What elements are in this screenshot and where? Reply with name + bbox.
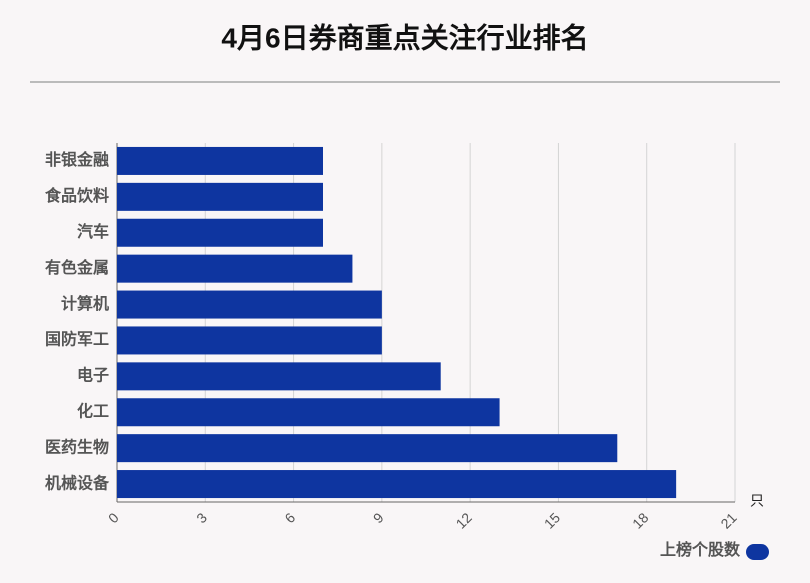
y-tick-label: 医药生物	[45, 437, 109, 456]
y-tick-label: 化工	[77, 401, 109, 420]
y-tick-label: 有色金属	[45, 258, 109, 277]
bar	[117, 326, 382, 355]
y-tick-label: 食品饮料	[44, 186, 109, 205]
bar	[117, 434, 618, 463]
y-tick-label: 计算机	[61, 294, 109, 313]
y-tick-label: 汽车	[77, 222, 109, 241]
bar	[117, 398, 500, 427]
y-tick-label: 非银金融	[45, 150, 109, 169]
bar	[117, 362, 441, 391]
bar	[117, 290, 382, 319]
bar	[117, 146, 323, 175]
bar	[117, 218, 323, 247]
bar	[117, 470, 677, 499]
y-tick-label: 国防军工	[45, 330, 109, 349]
legend-label: 上榜个股数	[660, 540, 741, 559]
bar	[117, 182, 323, 211]
legend-swatch	[746, 544, 769, 560]
y-tick-label: 电子	[77, 366, 109, 385]
bar	[117, 254, 353, 283]
chart-title: 4月6日券商重点关注行业排名	[221, 21, 588, 53]
y-tick-label: 机械设备	[45, 473, 110, 492]
x-axis-unit: 只	[750, 493, 764, 509]
